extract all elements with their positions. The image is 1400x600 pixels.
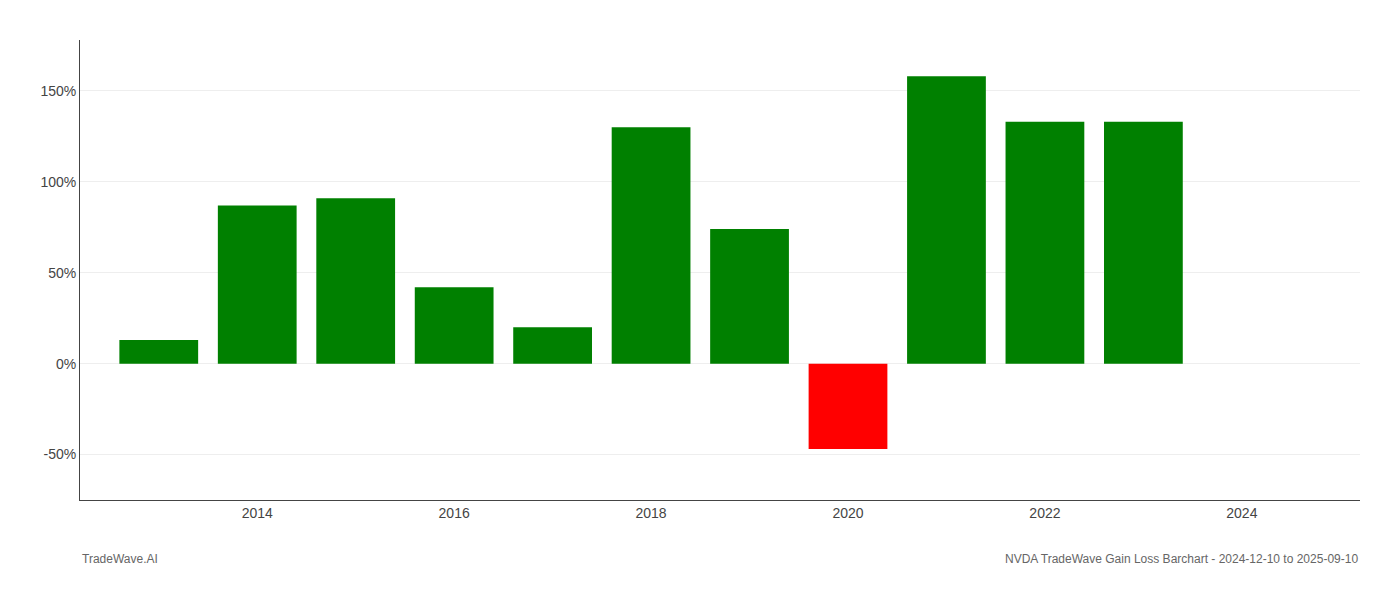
svg-text:2020: 2020: [832, 505, 863, 521]
svg-text:TradeWave.AI: TradeWave.AI: [82, 552, 158, 566]
svg-text:100%: 100%: [40, 174, 76, 190]
svg-text:2018: 2018: [636, 505, 667, 521]
svg-text:-50%: -50%: [44, 446, 77, 462]
svg-text:150%: 150%: [40, 83, 76, 99]
svg-text:0%: 0%: [56, 356, 76, 372]
svg-text:NVDA TradeWave Gain Loss Barch: NVDA TradeWave Gain Loss Barchart - 2024…: [1005, 552, 1358, 566]
svg-text:2024: 2024: [1226, 505, 1257, 521]
svg-text:2022: 2022: [1029, 505, 1060, 521]
svg-text:50%: 50%: [48, 265, 76, 281]
svg-text:2014: 2014: [242, 505, 273, 521]
svg-text:2016: 2016: [439, 505, 470, 521]
